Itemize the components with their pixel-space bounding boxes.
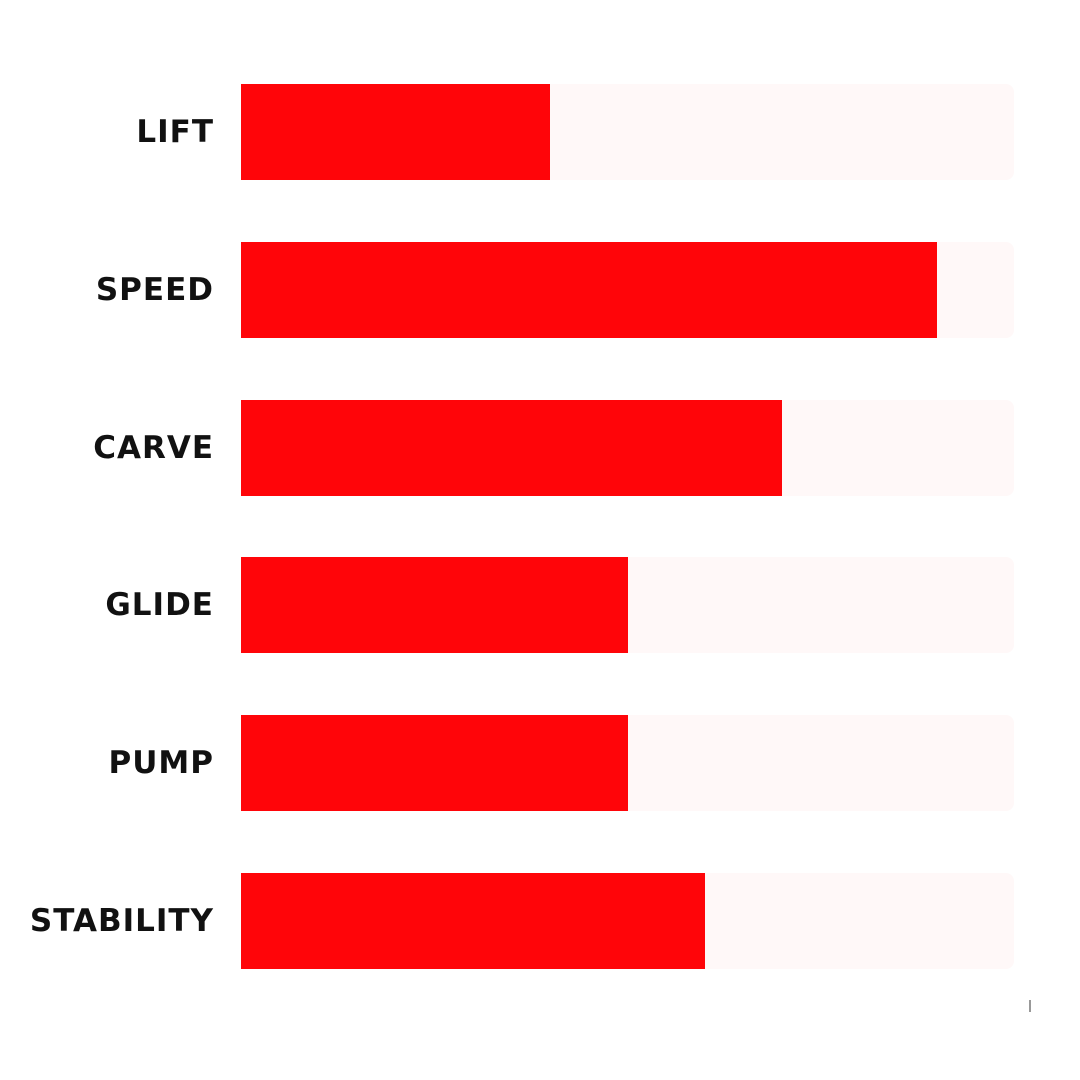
category-label: STABILITY: [29, 903, 214, 939]
category-label: LIFT: [136, 114, 214, 150]
bar-pump: [241, 715, 628, 811]
bar-speed: [241, 242, 937, 338]
bar-glide: [241, 557, 628, 653]
category-label: SPEED: [95, 272, 214, 308]
bar-carve: [241, 400, 783, 496]
bar-lift: [241, 84, 551, 180]
category-label: CARVE: [93, 430, 214, 466]
category-label: GLIDE: [105, 587, 214, 623]
bar-stability: [241, 873, 705, 969]
stray-mark: [1029, 1000, 1031, 1012]
category-label: PUMP: [108, 745, 214, 781]
